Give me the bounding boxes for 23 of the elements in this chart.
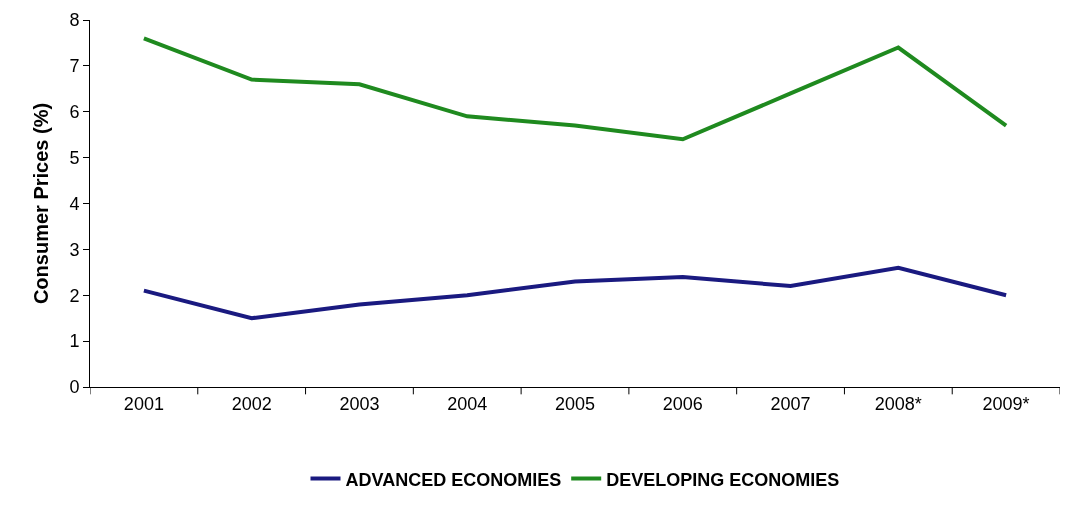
x-tick-label: 2004	[447, 393, 488, 414]
x-tick-label: 2002	[231, 393, 272, 414]
x-tick-label: 2006	[662, 393, 703, 414]
legend-label: DEVELOPING ECONOMIES	[606, 469, 840, 490]
y-tick-label: 8	[69, 10, 80, 31]
line-series	[141, 265, 1009, 321]
x-tick-label: 2005	[554, 393, 596, 414]
x-tick-label: 2001	[123, 393, 164, 414]
y-tick-label: 4	[69, 193, 80, 214]
x-tick-label: 2007	[770, 393, 811, 414]
y-axis-title: Consumer Prices (%)	[29, 102, 52, 305]
y-tick-label: 5	[69, 147, 80, 168]
x-tick-label: 2003	[339, 393, 380, 414]
line-series	[141, 36, 1009, 142]
y-tick-label: 7	[69, 56, 80, 77]
legend-label: ADVANCED ECONOMIES	[345, 469, 562, 490]
y-tick-label: 6	[69, 102, 80, 123]
y-tick-label: 0	[69, 377, 80, 398]
y-tick-label: 2	[69, 285, 80, 306]
x-tick-label: 2009*	[982, 393, 1030, 414]
y-tick-label: 1	[69, 331, 80, 352]
x-tick-label: 2008*	[874, 393, 922, 414]
y-tick-label: 3	[69, 239, 80, 260]
